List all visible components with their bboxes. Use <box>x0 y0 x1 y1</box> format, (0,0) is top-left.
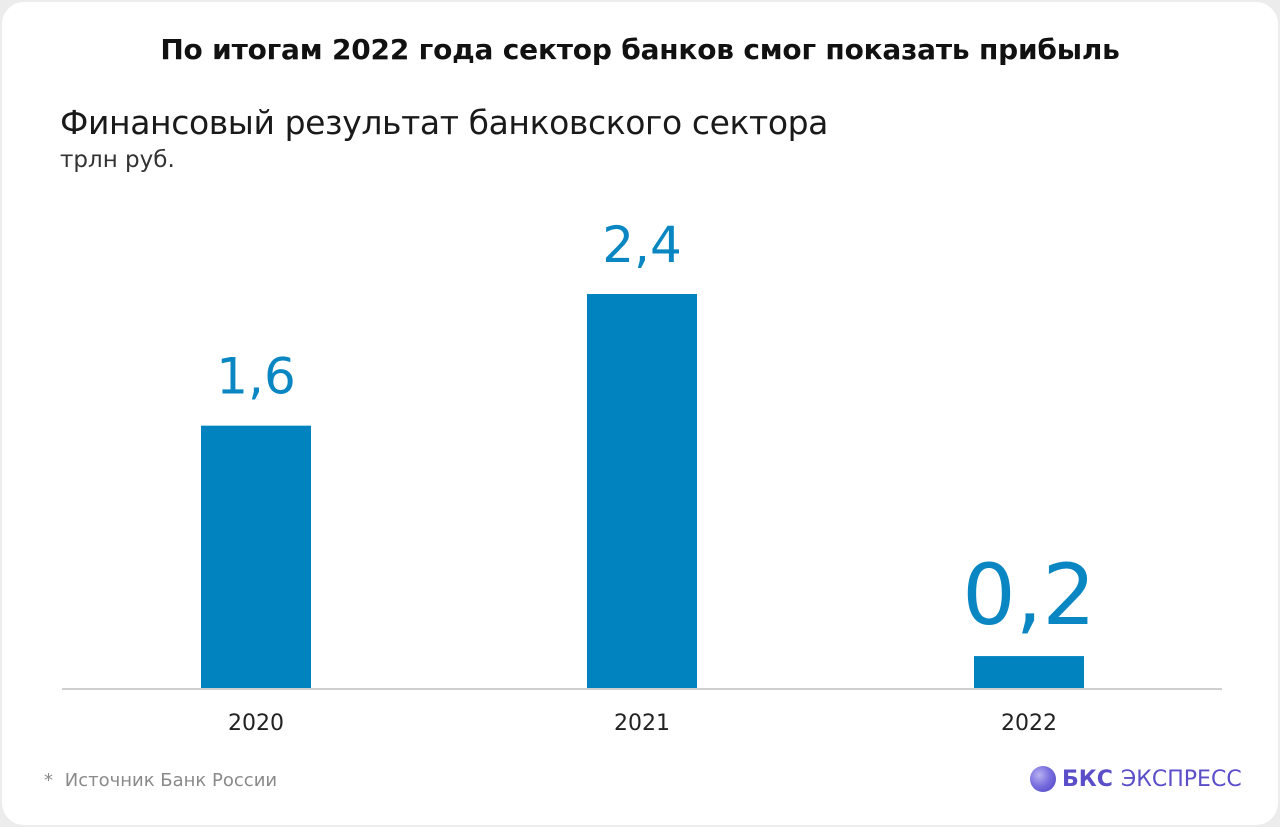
brand-name-strong: БКС <box>1062 766 1113 792</box>
source-footnote: * Источник Банк России <box>44 770 283 791</box>
value-label-2022: 0,2 <box>962 546 1096 644</box>
bks-logo-icon <box>1030 766 1056 792</box>
value-label-2021: 2,4 <box>602 216 682 274</box>
value-label-2020: 1,6 <box>216 348 296 406</box>
brand-name-rest: ЭКСПРЕСС <box>1120 766 1242 792</box>
x-tick-label-2021: 2021 <box>614 711 670 736</box>
chart-unit-label: трлн руб. <box>60 147 175 173</box>
page-headline: По итогам 2022 года сектор банков смог п… <box>160 33 1120 66</box>
footnote-marker: * <box>44 770 53 791</box>
footnote-text: Источник Банк России <box>64 770 278 791</box>
x-tick-label-2020: 2020 <box>228 711 284 736</box>
x-tick-label-2022: 2022 <box>1001 711 1057 736</box>
bar-2021 <box>587 294 697 689</box>
bar-2020 <box>201 425 311 689</box>
chart-title: Финансовый результат банковского сектора <box>60 103 828 142</box>
brand-logo: БКС ЭКСПРЕСС <box>1030 766 1242 792</box>
bar-2022 <box>974 656 1084 689</box>
